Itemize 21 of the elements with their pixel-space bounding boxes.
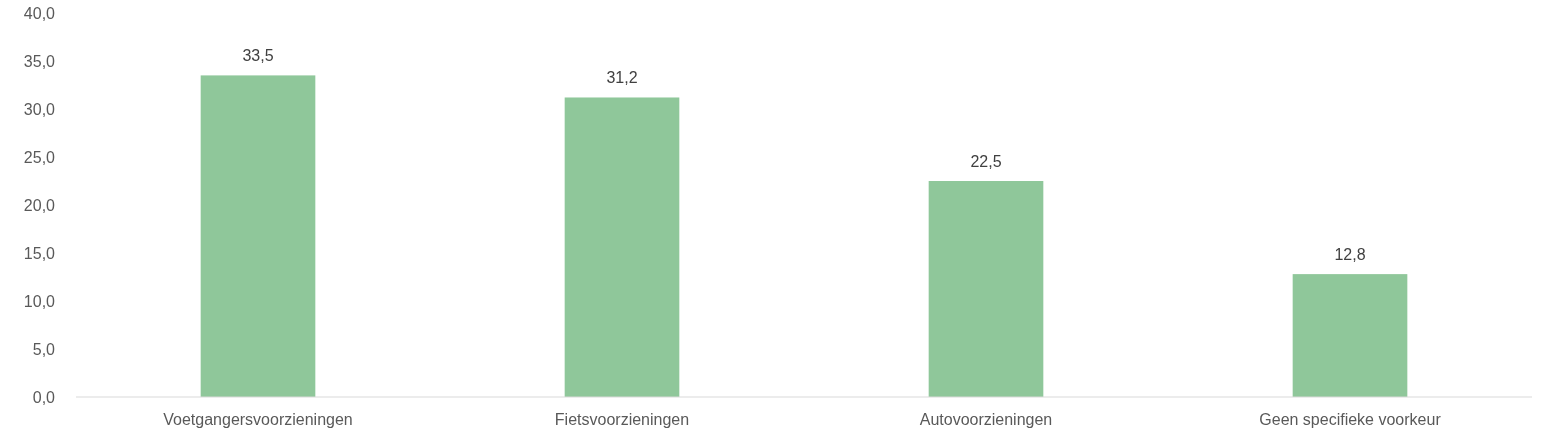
x-tick-label: Geen specifieke voorkeur [1259,411,1442,428]
bar [1292,274,1408,397]
y-tick-label: 15,0 [23,244,56,262]
data-label: 31,2 [606,69,638,87]
y-tick-label: 40,0 [23,4,56,22]
y-tick-label: 30,0 [23,100,56,118]
x-tick-label: Autovoorzieningen [919,411,1053,428]
bar [564,97,680,397]
y-tick-label: 10,0 [23,292,56,310]
y-tick-label: 25,0 [23,148,56,166]
x-tick-label: Fietsvoorzieningen [554,411,690,428]
y-tick-label: 5,0 [32,340,56,358]
bar [928,181,1044,397]
y-tick-label: 20,0 [23,196,56,214]
data-label: 22,5 [970,153,1002,170]
y-tick-label: 0,0 [32,388,56,406]
data-label: 33,5 [242,47,274,65]
bar [200,75,316,397]
y-tick-label: 35,0 [23,52,56,70]
data-label: 12,8 [1334,246,1366,264]
x-tick-label: Voetgangersvoorzieningen [163,411,353,428]
